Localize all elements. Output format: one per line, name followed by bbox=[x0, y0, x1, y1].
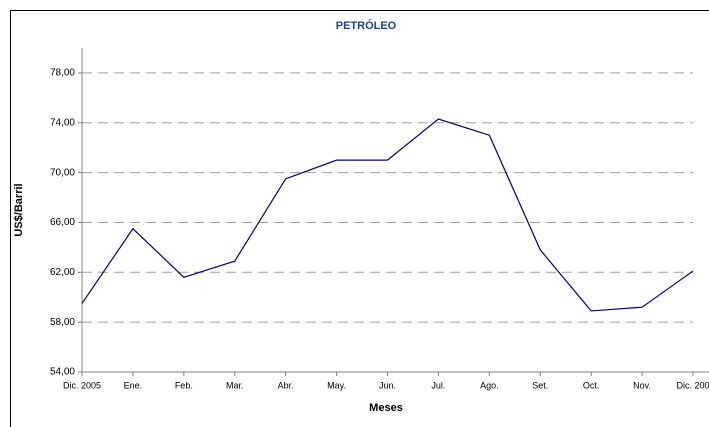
x-tick-label: Jun. bbox=[379, 380, 396, 390]
x-tick-label: May. bbox=[327, 380, 346, 390]
x-tick-label: Set. bbox=[532, 380, 548, 390]
y-tick-label: 78,00 bbox=[50, 68, 75, 79]
x-tick-label: Jul. bbox=[431, 380, 445, 390]
y-tick-label: 66,00 bbox=[50, 217, 75, 228]
x-axis-label: Meses bbox=[369, 402, 403, 414]
y-tick-label: 74,00 bbox=[50, 117, 75, 128]
y-tick-label: 62,00 bbox=[50, 267, 75, 278]
x-tick-label: Nov. bbox=[633, 380, 651, 390]
x-tick-label: Dic. 2005 bbox=[63, 380, 101, 390]
x-tick-label: Ene. bbox=[124, 380, 143, 390]
line-series bbox=[81, 118, 694, 312]
x-tick-label: Abr. bbox=[278, 380, 294, 390]
y-axis-label: US$/Barril bbox=[13, 183, 25, 236]
x-tick-label: Oct. bbox=[583, 380, 600, 390]
chart-title: PETRÓLEO bbox=[336, 19, 397, 32]
chart-frame bbox=[10, 10, 709, 427]
y-tick-label: 58,00 bbox=[50, 317, 75, 328]
y-tick-label: 54,00 bbox=[50, 367, 75, 378]
y-tick-label: 70,00 bbox=[50, 167, 75, 178]
x-tick-label: Mar. bbox=[226, 380, 244, 390]
x-tick-label: Ago. bbox=[480, 380, 499, 390]
x-tick-label: Feb. bbox=[175, 380, 193, 390]
x-tick-label: Dic. 200 bbox=[676, 380, 709, 390]
